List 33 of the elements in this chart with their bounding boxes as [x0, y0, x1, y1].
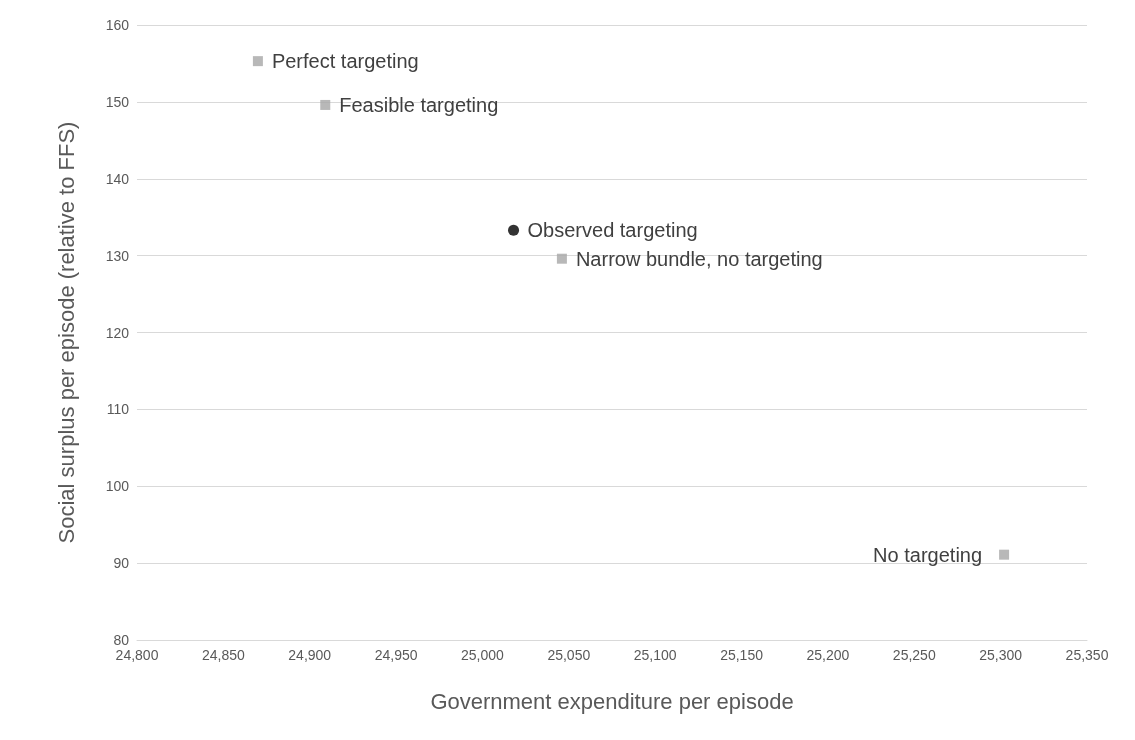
y-tick-label: 80	[113, 632, 130, 648]
annotation: Perfect targeting	[271, 50, 419, 73]
y-tick-label: 150	[105, 93, 130, 110]
y-tick-label: 120	[105, 324, 130, 341]
annotation: Narrow bundle, no targeting	[575, 247, 823, 270]
x-axis-title: Government expenditure per episode	[430, 688, 794, 714]
annotation: No targeting	[873, 543, 983, 566]
point	[508, 224, 520, 236]
x-tick-label: 25,150	[720, 647, 764, 663]
x-tick-label: 25,300	[979, 647, 1023, 663]
x-tick-label: 25,250	[892, 647, 936, 663]
point	[252, 56, 263, 67]
x-tick-label: 24,850	[201, 647, 245, 663]
point	[556, 253, 567, 264]
annotation: Feasible targeting	[339, 93, 499, 116]
y-tick-label: 160	[105, 17, 130, 33]
annotation: Observed targeting	[527, 219, 698, 242]
x-tick-label: 25,100	[633, 647, 677, 663]
x-tick-label: 25,050	[547, 647, 591, 663]
x-tick-label: 24,800	[115, 647, 159, 663]
y-tick-label: 90	[113, 555, 130, 572]
y-tick-label: 100	[105, 478, 130, 495]
point	[999, 549, 1010, 560]
y-tick-label: 130	[105, 247, 130, 264]
y-tick-label: 140	[105, 170, 130, 187]
x-tick-label: 24,900	[288, 647, 332, 663]
x-tick-label: 25,350	[1065, 647, 1109, 663]
y-tick-label: 110	[106, 401, 130, 418]
y-axis-title: Social surplus per episode (relative to FFS)	[53, 121, 79, 544]
x-tick-label: 25,000	[461, 647, 505, 663]
x-tick-label: 24,950	[374, 647, 418, 663]
point	[320, 99, 331, 110]
x-tick-label: 25,200	[806, 647, 850, 663]
